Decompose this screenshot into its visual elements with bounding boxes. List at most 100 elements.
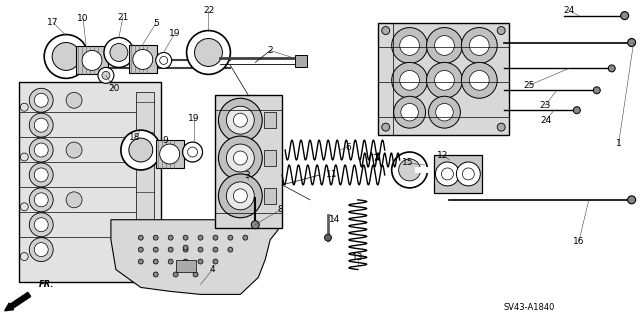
Circle shape bbox=[381, 123, 390, 131]
Text: 12: 12 bbox=[436, 151, 448, 160]
Circle shape bbox=[138, 259, 143, 264]
Circle shape bbox=[213, 259, 218, 264]
Bar bbox=[129, 46, 157, 73]
Circle shape bbox=[252, 221, 259, 229]
Circle shape bbox=[426, 27, 462, 63]
Text: 4: 4 bbox=[210, 265, 215, 274]
Circle shape bbox=[66, 142, 82, 158]
Text: 23: 23 bbox=[540, 101, 550, 110]
Circle shape bbox=[35, 193, 48, 207]
Circle shape bbox=[392, 152, 428, 188]
Circle shape bbox=[573, 107, 580, 114]
Text: 2: 2 bbox=[268, 46, 273, 55]
Circle shape bbox=[153, 259, 158, 264]
Circle shape bbox=[470, 36, 489, 56]
Circle shape bbox=[381, 26, 390, 34]
Circle shape bbox=[621, 12, 628, 19]
Circle shape bbox=[29, 238, 53, 262]
Circle shape bbox=[133, 49, 153, 70]
Circle shape bbox=[234, 189, 247, 203]
Text: SV43-A1840: SV43-A1840 bbox=[504, 303, 555, 312]
Circle shape bbox=[35, 218, 48, 232]
Circle shape bbox=[429, 96, 460, 128]
Circle shape bbox=[29, 188, 53, 212]
Circle shape bbox=[66, 192, 82, 208]
Circle shape bbox=[497, 26, 505, 34]
Text: 18: 18 bbox=[129, 133, 141, 142]
Circle shape bbox=[121, 130, 161, 170]
Circle shape bbox=[399, 159, 420, 181]
Bar bbox=[378, 23, 509, 135]
Circle shape bbox=[35, 143, 48, 157]
Circle shape bbox=[400, 36, 419, 56]
Text: 20: 20 bbox=[108, 84, 120, 93]
Bar bbox=[415, 167, 431, 173]
Bar bbox=[136, 92, 154, 268]
Text: 3: 3 bbox=[244, 171, 250, 181]
Text: 22: 22 bbox=[203, 6, 214, 15]
Circle shape bbox=[160, 144, 180, 164]
Bar bbox=[19, 82, 161, 282]
Circle shape bbox=[35, 118, 48, 132]
Bar bbox=[295, 56, 307, 67]
Circle shape bbox=[426, 63, 462, 98]
Circle shape bbox=[168, 235, 173, 240]
Bar bbox=[175, 260, 196, 271]
FancyArrow shape bbox=[4, 292, 31, 311]
Circle shape bbox=[183, 235, 188, 240]
Circle shape bbox=[35, 243, 48, 256]
Circle shape bbox=[497, 123, 505, 131]
Circle shape bbox=[104, 38, 134, 67]
Text: 5: 5 bbox=[153, 19, 159, 28]
Circle shape bbox=[243, 235, 248, 240]
Bar bbox=[264, 150, 276, 166]
Text: 11: 11 bbox=[326, 170, 338, 179]
Circle shape bbox=[193, 272, 198, 277]
Circle shape bbox=[198, 247, 203, 252]
Circle shape bbox=[400, 70, 419, 90]
Text: 15: 15 bbox=[402, 159, 413, 167]
Text: 19: 19 bbox=[169, 29, 180, 38]
Circle shape bbox=[593, 87, 600, 94]
Circle shape bbox=[153, 272, 158, 277]
Text: 21: 21 bbox=[117, 13, 129, 22]
Circle shape bbox=[198, 235, 203, 240]
Circle shape bbox=[35, 168, 48, 182]
Bar bbox=[156, 140, 184, 168]
Text: 24: 24 bbox=[540, 116, 552, 125]
Circle shape bbox=[156, 52, 172, 68]
Text: 25: 25 bbox=[524, 81, 535, 90]
Circle shape bbox=[394, 96, 426, 128]
Circle shape bbox=[195, 39, 223, 66]
Circle shape bbox=[213, 235, 218, 240]
Circle shape bbox=[628, 196, 636, 204]
Circle shape bbox=[183, 247, 188, 252]
Circle shape bbox=[456, 162, 480, 186]
Circle shape bbox=[29, 113, 53, 137]
Text: 17: 17 bbox=[47, 18, 59, 27]
Circle shape bbox=[435, 162, 460, 186]
Circle shape bbox=[234, 113, 247, 127]
Circle shape bbox=[470, 70, 489, 90]
Circle shape bbox=[52, 42, 80, 70]
Circle shape bbox=[227, 182, 254, 210]
Circle shape bbox=[227, 144, 254, 172]
Circle shape bbox=[35, 93, 48, 107]
Text: 10: 10 bbox=[77, 14, 89, 23]
Text: 14: 14 bbox=[329, 215, 340, 224]
Circle shape bbox=[29, 163, 53, 187]
Circle shape bbox=[138, 235, 143, 240]
Circle shape bbox=[173, 272, 178, 277]
Circle shape bbox=[228, 247, 233, 252]
Circle shape bbox=[213, 247, 218, 252]
Circle shape bbox=[29, 138, 53, 162]
Circle shape bbox=[234, 151, 247, 165]
Circle shape bbox=[198, 259, 203, 264]
Circle shape bbox=[435, 70, 454, 90]
Text: 24: 24 bbox=[563, 6, 575, 15]
Bar bbox=[76, 47, 108, 74]
Circle shape bbox=[218, 136, 262, 180]
Circle shape bbox=[392, 27, 428, 63]
Circle shape bbox=[461, 63, 497, 98]
Text: 19: 19 bbox=[188, 114, 199, 123]
